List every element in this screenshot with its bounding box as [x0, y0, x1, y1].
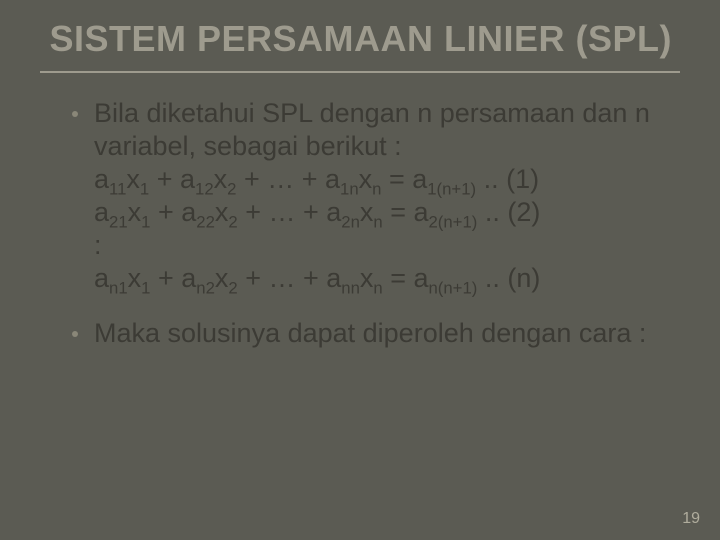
sub: 1	[141, 278, 150, 297]
equation-line-n: an1x1 + an2x2 + … + annxn = an(n+1) .. (…	[94, 263, 540, 293]
eq-tag: (n)	[507, 263, 540, 293]
sub: 22	[196, 213, 215, 232]
sub: n2	[196, 278, 215, 297]
sub: 1(n+1)	[427, 180, 476, 199]
title-underline	[40, 71, 680, 73]
sub: n	[372, 180, 381, 199]
sub: nn	[341, 278, 360, 297]
sub: n	[373, 278, 382, 297]
slide: SISTEM PERSAMAAN LINIER (SPL) Bila diket…	[0, 0, 720, 540]
bullet-intro-text: Bila diketahui SPL dengan n persamaan da…	[94, 98, 650, 161]
sub: 2(n+1)	[429, 213, 478, 232]
sub: n1	[109, 278, 128, 297]
sub: 1	[140, 180, 149, 199]
equation-line-2: a21x1 + a22x2 + … + a2nxn = a2(n+1) .. (…	[94, 197, 540, 227]
eq-tag: (1)	[506, 164, 539, 194]
sub: 2	[228, 278, 237, 297]
sub: 2	[228, 213, 237, 232]
sub: n	[373, 213, 382, 232]
sub: 2	[227, 180, 236, 199]
bullet-dot-icon	[72, 111, 78, 117]
bullet-body: Bila diketahui SPL dengan n persamaan da…	[94, 97, 680, 295]
bullet-dot-icon	[72, 331, 78, 337]
sub: 12	[195, 180, 214, 199]
sub: 2n	[341, 213, 360, 232]
sub: 1	[141, 213, 150, 232]
eq-tag: (2)	[507, 197, 540, 227]
page-number: 19	[682, 510, 700, 528]
equation-line-1: a11x1 + a12x2 + … + a1nxn = a1(n+1) .. (…	[94, 164, 539, 194]
sub: 21	[109, 213, 128, 232]
slide-title: SISTEM PERSAMAAN LINIER (SPL)	[40, 18, 680, 69]
bullet-item: Maka solusinya dapat diperoleh dengan ca…	[72, 317, 680, 350]
equation-vdots: :	[94, 230, 102, 260]
bullet-body: Maka solusinya dapat diperoleh dengan ca…	[94, 317, 646, 350]
slide-content: Bila diketahui SPL dengan n persamaan da…	[40, 97, 680, 350]
bullet-item: Bila diketahui SPL dengan n persamaan da…	[72, 97, 680, 295]
bullet-text: Maka solusinya dapat diperoleh dengan ca…	[94, 318, 646, 348]
sub: 1n	[340, 180, 359, 199]
sub: 11	[109, 180, 126, 199]
sub: n(n+1)	[429, 278, 478, 297]
